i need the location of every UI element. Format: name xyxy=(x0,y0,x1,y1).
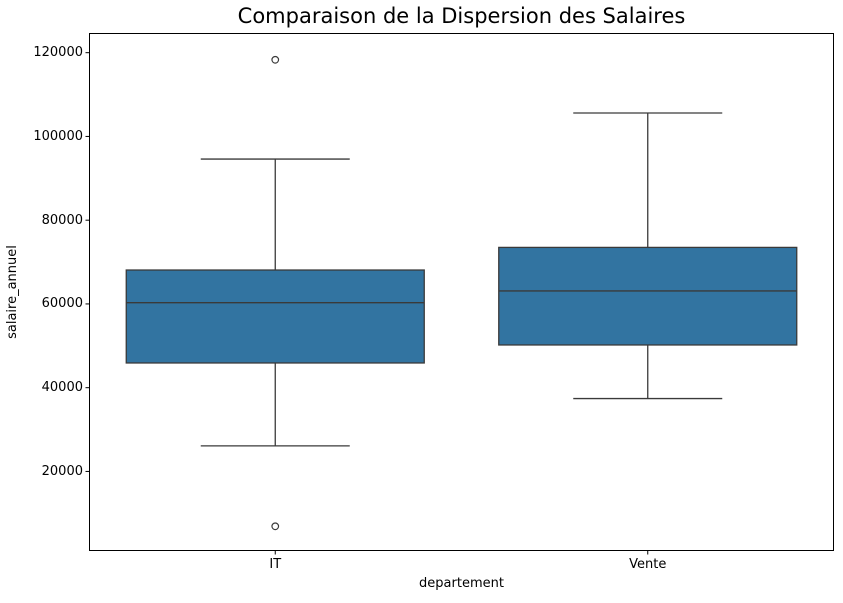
y-tick-label: 80000 xyxy=(41,212,83,228)
x-tick-label-it: IT xyxy=(269,557,282,572)
box-vente xyxy=(498,246,798,346)
axes-spines xyxy=(89,33,834,551)
x-tick-label-vente: Vente xyxy=(629,557,667,572)
y-axis-label: salaire_annuel xyxy=(5,245,20,339)
y-tick-label: 40000 xyxy=(41,380,83,396)
x-axis-label: departement xyxy=(419,576,504,591)
y-tick-label: 20000 xyxy=(41,463,83,479)
outlier-point-it xyxy=(271,522,280,531)
box-it xyxy=(125,269,425,364)
y-tick-label: 120000 xyxy=(33,45,83,61)
chart-title: Comparaison de la Dispersion des Salaire… xyxy=(237,4,686,28)
outlier-point-it xyxy=(271,55,280,64)
y-tick-label: 100000 xyxy=(33,128,83,144)
y-tick-label: 60000 xyxy=(41,296,83,312)
